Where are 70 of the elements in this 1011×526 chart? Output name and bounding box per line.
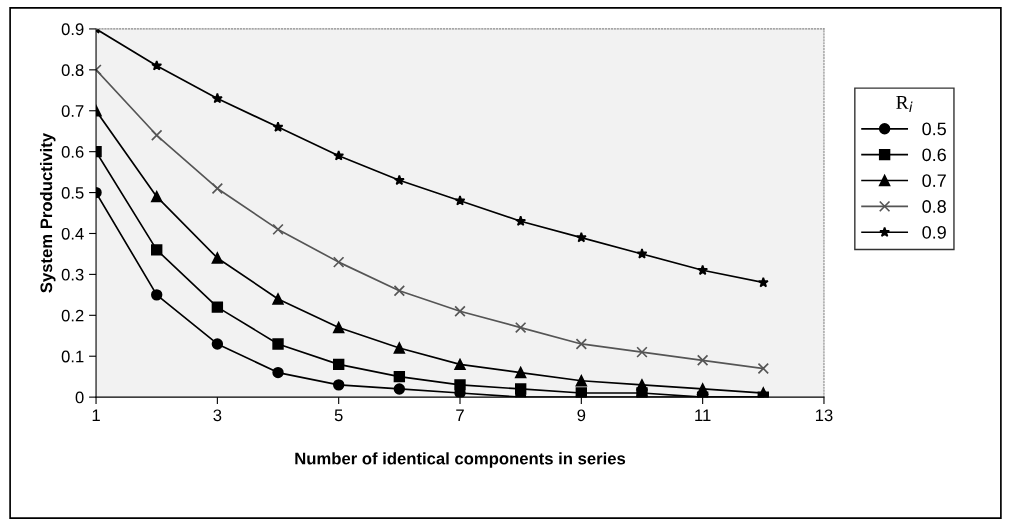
point: [393, 174, 405, 186]
legend-title: R$_{i}$: [896, 96, 913, 112]
point: [636, 379, 648, 391]
y-tick-label: 0.5: [61, 186, 84, 199]
point: [272, 338, 284, 350]
y-tick-label: 0.9: [61, 23, 84, 36]
point: [393, 370, 406, 383]
x-tick-label: 9: [577, 409, 586, 422]
point: [454, 379, 466, 391]
point: [514, 321, 527, 334]
point: [757, 362, 770, 375]
point: [272, 223, 284, 236]
legend-label: 0.5: [922, 122, 946, 136]
point: [636, 248, 648, 259]
point: [332, 358, 345, 371]
point: [575, 231, 587, 243]
y-tick-label: 0.3: [61, 268, 84, 281]
point: [151, 190, 163, 203]
y-tick-label: 0.2: [61, 309, 84, 322]
point: [696, 354, 709, 367]
x-axis-title: Number of identical components in series: [295, 452, 626, 468]
point: [393, 383, 406, 395]
point: [151, 129, 163, 141]
y-tick-label: 0.6: [61, 146, 84, 158]
point: [454, 305, 466, 317]
point: [151, 289, 163, 301]
x-tick-label: 7: [456, 409, 464, 422]
legend-label: 0.7: [922, 174, 946, 188]
point: [575, 338, 588, 350]
x-tick-label: 1: [92, 409, 100, 422]
point: [514, 366, 527, 379]
point: [636, 346, 648, 358]
point: [697, 264, 709, 276]
y-tick-label: 0.7: [61, 105, 84, 117]
point: [211, 92, 223, 104]
x-tick-label: 5: [334, 409, 343, 422]
point: [515, 215, 527, 226]
legend-label: 0.8: [922, 200, 946, 213]
point: [575, 387, 588, 398]
point: [151, 60, 163, 71]
point: [332, 379, 345, 391]
point: [332, 256, 345, 268]
legend-label: 0.9: [922, 225, 946, 239]
point: [393, 285, 406, 297]
point: [393, 342, 406, 354]
y-tick-label: 0.8: [61, 64, 84, 77]
point: [272, 293, 284, 305]
x-tick-label: 3: [213, 409, 222, 422]
y-tick-label: 0.4: [61, 227, 84, 240]
point: [211, 252, 224, 264]
point: [332, 321, 345, 334]
point: [454, 358, 466, 371]
point: [454, 195, 466, 206]
y-axis-title: System Productivity: [39, 133, 56, 293]
x-tick-label: 11: [695, 409, 711, 422]
point: [211, 182, 224, 195]
point: [757, 276, 769, 288]
point: [696, 383, 709, 395]
legend-label: 0.6: [922, 148, 946, 162]
point: [272, 366, 284, 379]
point: [272, 121, 284, 132]
point: [575, 375, 588, 387]
x-tick-label: 13: [815, 409, 833, 422]
point: [514, 383, 527, 395]
point: [211, 301, 224, 313]
point: [211, 338, 224, 350]
y-tick-label: 0: [75, 391, 84, 404]
point: [333, 150, 345, 161]
point: [151, 244, 163, 256]
y-tick-label: 0.1: [61, 350, 84, 363]
